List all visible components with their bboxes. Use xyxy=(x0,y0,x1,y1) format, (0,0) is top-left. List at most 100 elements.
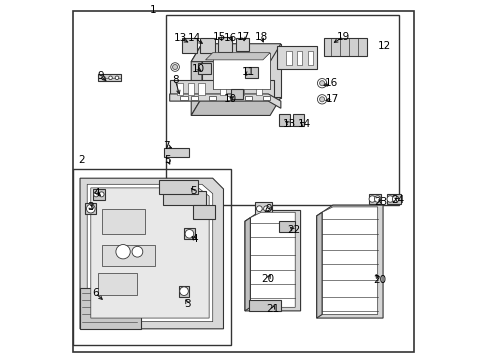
Text: 17: 17 xyxy=(237,32,250,41)
Text: 14: 14 xyxy=(297,120,311,129)
Circle shape xyxy=(319,81,324,86)
Polygon shape xyxy=(213,53,270,89)
Text: 5: 5 xyxy=(190,186,196,196)
Circle shape xyxy=(369,196,375,202)
Text: 22: 22 xyxy=(287,225,300,235)
Polygon shape xyxy=(91,188,209,318)
Polygon shape xyxy=(368,194,381,204)
Text: 11: 11 xyxy=(242,67,255,77)
Polygon shape xyxy=(80,178,223,329)
Polygon shape xyxy=(101,244,155,266)
Text: 18: 18 xyxy=(254,32,268,41)
Bar xyxy=(166,15,399,205)
Bar xyxy=(209,96,216,100)
Polygon shape xyxy=(191,44,202,116)
Polygon shape xyxy=(236,39,248,51)
Circle shape xyxy=(101,76,105,80)
Circle shape xyxy=(172,64,177,69)
Polygon shape xyxy=(164,148,190,157)
Text: 20: 20 xyxy=(373,275,386,285)
Text: 12: 12 xyxy=(378,41,392,50)
Text: 10: 10 xyxy=(224,94,237,104)
Text: 9: 9 xyxy=(98,71,104,81)
Circle shape xyxy=(132,246,143,257)
Polygon shape xyxy=(205,53,270,60)
Circle shape xyxy=(116,244,130,259)
Text: 2: 2 xyxy=(78,155,85,165)
Bar xyxy=(198,83,205,95)
Text: 8: 8 xyxy=(172,75,178,85)
Text: 17: 17 xyxy=(326,94,340,104)
Bar xyxy=(227,96,234,100)
Circle shape xyxy=(87,204,95,213)
Circle shape xyxy=(180,287,188,296)
Polygon shape xyxy=(191,44,281,62)
Circle shape xyxy=(115,76,119,80)
Polygon shape xyxy=(191,98,281,116)
Text: 9: 9 xyxy=(265,204,271,214)
Polygon shape xyxy=(198,63,211,74)
Polygon shape xyxy=(231,89,243,99)
Circle shape xyxy=(171,63,179,71)
Circle shape xyxy=(256,206,262,212)
Polygon shape xyxy=(98,273,137,295)
Circle shape xyxy=(318,78,327,88)
Circle shape xyxy=(374,196,381,202)
Polygon shape xyxy=(179,286,190,297)
Text: 24: 24 xyxy=(391,195,404,205)
Polygon shape xyxy=(101,209,145,234)
Polygon shape xyxy=(255,202,272,216)
Text: 23: 23 xyxy=(375,197,388,207)
Text: 13: 13 xyxy=(174,33,187,43)
Text: 5: 5 xyxy=(165,155,171,165)
Bar xyxy=(256,83,262,95)
Text: 4: 4 xyxy=(94,188,100,198)
Polygon shape xyxy=(170,94,281,108)
Polygon shape xyxy=(317,205,383,318)
Text: 13: 13 xyxy=(283,120,296,129)
Polygon shape xyxy=(87,184,213,321)
Text: 3: 3 xyxy=(87,202,94,212)
Polygon shape xyxy=(279,114,290,126)
Bar xyxy=(220,83,226,95)
Polygon shape xyxy=(163,191,205,205)
Polygon shape xyxy=(170,80,274,98)
Polygon shape xyxy=(218,37,232,51)
Bar xyxy=(180,96,188,100)
Polygon shape xyxy=(184,228,195,239)
Polygon shape xyxy=(322,207,378,315)
Text: 4: 4 xyxy=(192,234,198,244)
Bar xyxy=(188,83,194,95)
Polygon shape xyxy=(182,39,196,53)
Text: 3: 3 xyxy=(184,299,191,309)
Polygon shape xyxy=(200,39,215,53)
Polygon shape xyxy=(279,221,295,232)
Text: 20: 20 xyxy=(262,274,275,284)
Polygon shape xyxy=(202,44,281,98)
Text: 14: 14 xyxy=(188,33,201,43)
Polygon shape xyxy=(93,189,105,200)
Polygon shape xyxy=(277,45,317,69)
Bar xyxy=(238,83,245,95)
Text: 19: 19 xyxy=(337,32,350,41)
Text: 16: 16 xyxy=(324,78,338,88)
Bar xyxy=(263,96,270,100)
Circle shape xyxy=(99,192,104,197)
Circle shape xyxy=(319,97,324,102)
Bar xyxy=(286,51,292,65)
Polygon shape xyxy=(245,218,250,311)
Polygon shape xyxy=(294,114,304,126)
Circle shape xyxy=(387,196,393,202)
Polygon shape xyxy=(250,212,295,307)
Polygon shape xyxy=(80,288,141,329)
Text: 6: 6 xyxy=(92,288,98,298)
Bar xyxy=(245,96,252,100)
Text: 10: 10 xyxy=(192,64,205,74)
Polygon shape xyxy=(85,203,96,214)
Polygon shape xyxy=(324,39,367,56)
Polygon shape xyxy=(193,205,215,220)
Text: 21: 21 xyxy=(267,304,280,314)
Bar xyxy=(191,96,198,100)
Text: 16: 16 xyxy=(224,33,237,43)
Circle shape xyxy=(109,76,112,80)
